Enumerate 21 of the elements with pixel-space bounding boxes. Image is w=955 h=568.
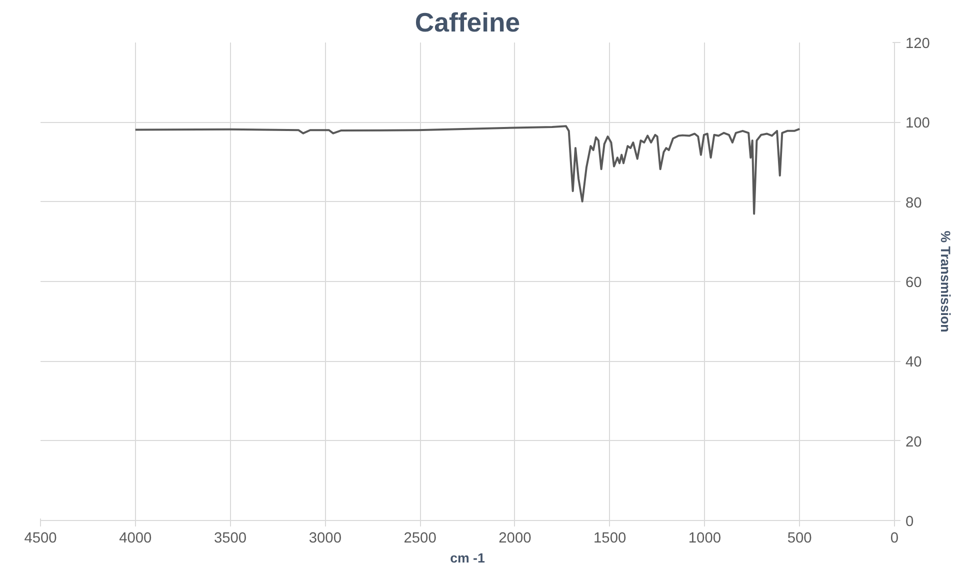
x-tick-label: 2500 <box>404 530 436 546</box>
y-tick-label: 60 <box>906 275 922 291</box>
chart-title: Caffeine <box>414 8 520 38</box>
y-tick-label: 120 <box>906 36 930 52</box>
x-tick-label: 4500 <box>24 530 57 546</box>
x-tick-label: 1500 <box>594 530 626 546</box>
x-tick-label: 1000 <box>688 530 722 546</box>
x-tick-label: 0 <box>890 530 899 546</box>
x-tick-label: 3000 <box>308 530 342 546</box>
x-tick-label: 4000 <box>119 530 152 546</box>
x-axis-title: cm -1 <box>450 550 486 566</box>
x-tick-label: 2000 <box>498 530 532 546</box>
y-tick-label: 80 <box>906 195 922 212</box>
y-tick-label: 100 <box>906 116 930 132</box>
y-tick-label: 20 <box>906 434 922 450</box>
y-axis-title: % Transmission <box>938 230 953 332</box>
x-tick-label: 3500 <box>214 530 247 546</box>
x-tick-label: 500 <box>787 530 812 546</box>
line-series <box>134 125 801 215</box>
y-tick-label: 40 <box>906 354 922 371</box>
y-tick-label: 0 <box>906 514 914 530</box>
